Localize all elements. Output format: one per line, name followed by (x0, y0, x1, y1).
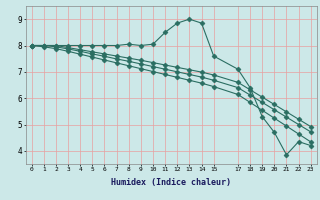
X-axis label: Humidex (Indice chaleur): Humidex (Indice chaleur) (111, 178, 231, 187)
